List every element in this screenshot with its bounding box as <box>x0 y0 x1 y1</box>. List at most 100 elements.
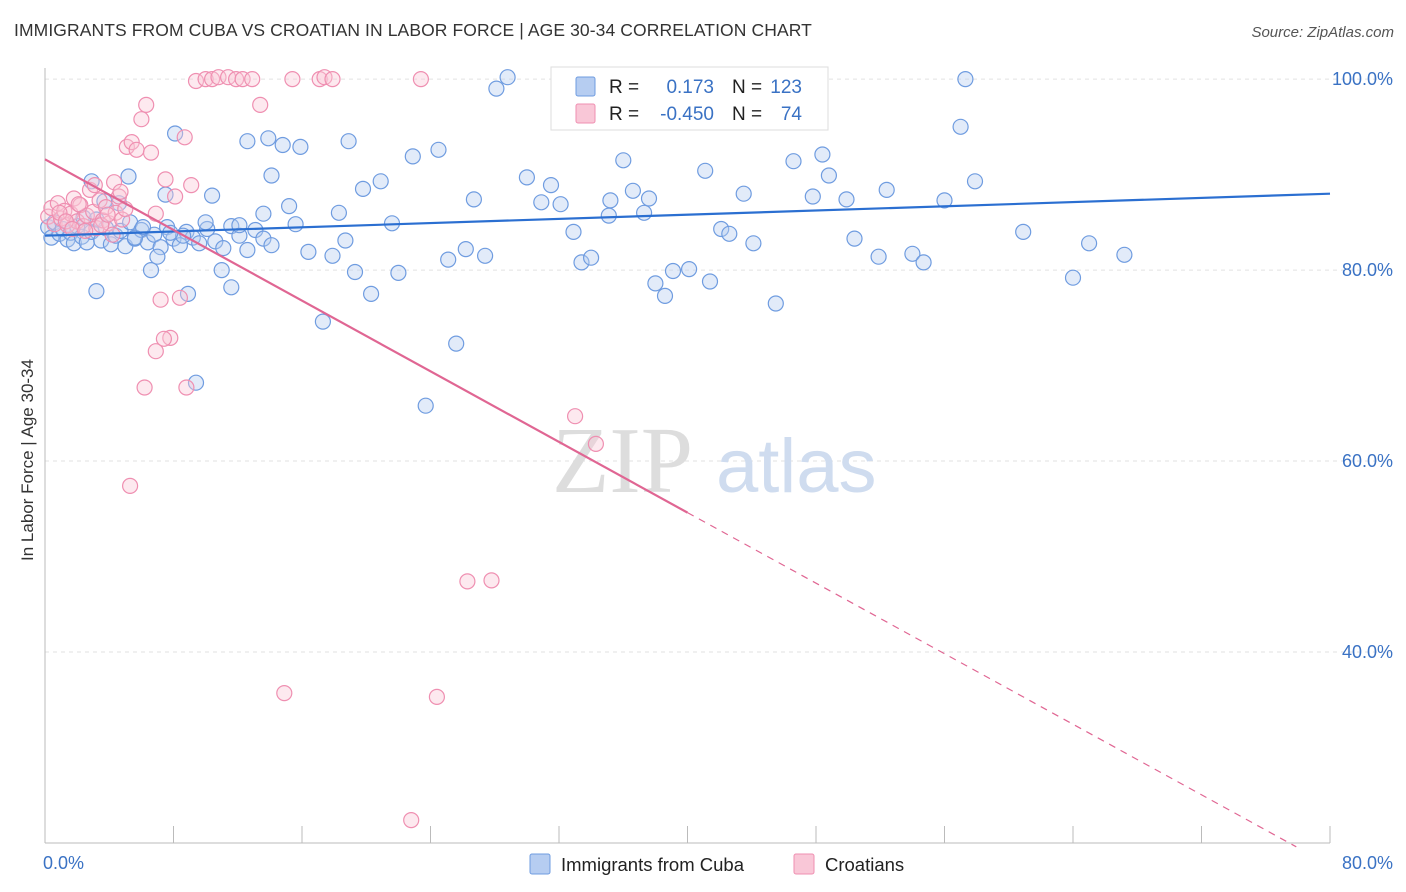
croatian-point <box>138 96 155 114</box>
cuba-point <box>171 237 188 254</box>
stats-n-value: 123 <box>770 77 802 98</box>
croatian-point <box>136 379 153 396</box>
croatian-point <box>178 379 195 396</box>
cuba-point <box>239 241 256 259</box>
cuba-point <box>300 243 317 260</box>
cuba-point <box>88 283 105 300</box>
croatian-point <box>133 111 150 128</box>
cuba-point <box>255 230 272 247</box>
croatian-point <box>118 138 136 155</box>
legend-label-croatians: Croatians <box>825 854 904 875</box>
croatian-point <box>244 70 261 88</box>
stats-r-label: R = <box>609 77 639 98</box>
cuba-point <box>204 187 221 204</box>
croatian-point <box>183 177 200 194</box>
cuba-point <box>142 262 160 279</box>
cuba-point <box>1080 235 1098 252</box>
cuba-point <box>223 279 240 296</box>
legend: Immigrants from Cuba Croatians <box>529 853 904 875</box>
cuba-point <box>814 146 831 163</box>
cuba-point <box>1015 223 1032 240</box>
croatian-point <box>122 477 139 494</box>
cuba-point <box>120 168 137 185</box>
cuba-point <box>215 240 232 257</box>
croatian-point <box>128 141 145 158</box>
stats-r-value: 0.173 <box>666 77 714 98</box>
cuba-point <box>330 204 347 221</box>
watermark-zip: ZIP <box>552 409 693 513</box>
cuba-point <box>274 136 291 154</box>
cuba-point <box>340 133 357 150</box>
croatian-point <box>171 289 188 306</box>
croatian-point <box>77 222 94 239</box>
cuba-point <box>363 285 380 302</box>
cuba-point <box>134 219 152 236</box>
cuba-point <box>1064 269 1082 286</box>
cuba-point <box>533 194 550 211</box>
croatian-point <box>197 70 214 88</box>
cuba-point <box>167 125 184 142</box>
croatian-point <box>412 70 429 88</box>
legend-swatch-croatians <box>793 853 815 875</box>
stats-box: R = 0.173 N = 123 R = -0.450 N = 74 <box>550 66 829 131</box>
cuba-point <box>43 229 60 246</box>
cuba-point <box>624 182 642 199</box>
cuba-point <box>263 167 280 184</box>
croatian-point <box>187 72 205 90</box>
y-tick-label: 60.0% <box>1342 451 1393 471</box>
croatian-point <box>152 291 169 308</box>
cuba-point <box>477 247 494 264</box>
cuba-point <box>281 198 298 215</box>
cuba-point <box>263 237 280 254</box>
cuba-point <box>213 262 230 279</box>
cuba-point <box>640 190 658 207</box>
croatian-point <box>155 330 172 347</box>
croatian-point <box>147 205 164 222</box>
croatian-point <box>91 192 108 209</box>
cuba-point <box>404 148 421 165</box>
cuba-point <box>465 191 482 208</box>
cuba-point <box>966 173 984 190</box>
cuba-point <box>735 185 752 202</box>
cuba-point <box>179 285 197 302</box>
cuba-point <box>820 167 838 184</box>
croatian-point <box>284 70 301 88</box>
cuba-point <box>149 248 166 265</box>
cuba-point <box>324 247 341 264</box>
x-tick-label: 80.0% <box>1342 853 1393 873</box>
cuba-point <box>767 295 784 312</box>
legend-label-cuba: Immigrants from Cuba <box>561 854 745 875</box>
cuba-point <box>372 173 389 190</box>
cuba-point <box>656 287 674 304</box>
stats-r-value: -0.450 <box>660 104 714 125</box>
croatian-point <box>105 174 123 191</box>
cuba-point <box>430 141 447 158</box>
source-label: Source: ZipAtlas.com <box>1251 24 1394 41</box>
cuba-point <box>904 245 921 262</box>
series-croatians-points <box>40 69 605 829</box>
croatian-point <box>403 811 420 829</box>
croatian-point <box>483 572 500 589</box>
croatian-point <box>99 206 116 223</box>
croatian-point <box>428 688 445 706</box>
stats-n-value: 74 <box>781 104 803 125</box>
cuba-point <box>870 248 887 265</box>
cuba-point <box>337 232 354 249</box>
croatian-point <box>162 329 179 346</box>
y-tick-label: 40.0% <box>1342 642 1393 662</box>
axes <box>44 68 1331 844</box>
croatian-point <box>204 70 221 88</box>
cuba-point <box>952 118 969 135</box>
cuba-point <box>187 374 205 391</box>
cuba-point <box>697 162 714 179</box>
cuba-point <box>199 220 216 238</box>
cuba-point <box>255 205 272 222</box>
stats-box-frame <box>550 66 829 131</box>
cuba-point <box>664 262 682 280</box>
cuba-point <box>680 261 698 278</box>
cuba-point <box>239 133 256 150</box>
stats-n-label: N = <box>732 77 762 98</box>
cuba-point <box>615 152 632 169</box>
cuba-point <box>346 263 364 281</box>
